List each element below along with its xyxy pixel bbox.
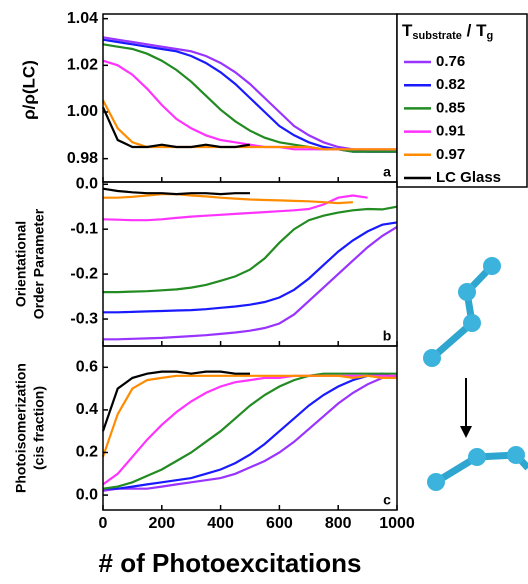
legend-title-part: / T (462, 21, 487, 40)
y-tick-label: 0.0 (76, 486, 98, 503)
molecule-bonds (429, 263, 495, 361)
data-line (103, 221, 398, 314)
atom (483, 257, 501, 275)
y-tick-label: -0.3 (70, 310, 98, 327)
legend-title-part: T (402, 21, 413, 40)
legend-box (396, 13, 528, 188)
legend-label: 0.85 (436, 99, 465, 116)
legend-label: 0.97 (436, 146, 465, 163)
y-tick-label: 0.4 (76, 401, 98, 418)
plot-frame (102, 181, 398, 347)
y-axis-label: (cis fraction) (31, 386, 47, 470)
data-line (103, 205, 398, 294)
atom (423, 349, 441, 367)
x-tick-label: 200 (148, 515, 175, 532)
molecule-bottom (427, 446, 528, 491)
y-tick-label: 1.02 (67, 57, 98, 74)
data-line (102, 374, 397, 486)
x-tick-label: 800 (325, 515, 352, 532)
legend-title: Tsubstrate / Tg (402, 21, 493, 41)
y-axis-label: Orientational (13, 221, 29, 307)
x-tick-label: 0 (99, 515, 108, 532)
x-tick-label: 400 (207, 515, 234, 532)
panel-label: a (383, 164, 391, 180)
atom (507, 446, 525, 464)
y-tick-label: -0.1 (70, 220, 98, 237)
panel-label: c (383, 492, 391, 508)
data-line (101, 106, 251, 149)
y-tick-label: 0.6 (76, 359, 98, 376)
y-tick-label: 1.04 (67, 10, 98, 27)
legend-label: 0.82 (436, 76, 465, 93)
atom (458, 283, 476, 301)
data-line (102, 376, 397, 492)
y-axis-label: ρ/ρ(LC) (19, 60, 38, 120)
atom (427, 473, 445, 491)
atom (463, 314, 481, 332)
data-line (103, 372, 398, 490)
x-tick-label: 600 (266, 515, 293, 532)
data-line (101, 370, 250, 432)
legend-label: 0.76 (436, 53, 465, 70)
data-line (102, 43, 397, 153)
data-line (102, 99, 397, 151)
legend-label: 0.91 (436, 123, 465, 140)
y-tick-label: 0.2 (76, 444, 98, 461)
y-axis-label: Order Parameter (31, 208, 47, 319)
data-line (103, 225, 398, 341)
y-tick-label: -0.2 (70, 265, 98, 282)
y-tick-label: 1.00 (67, 103, 98, 120)
atom (468, 448, 486, 466)
data-line (102, 187, 250, 196)
x-tick-label: 1000 (379, 515, 415, 532)
legend-label: LC Glass (436, 169, 501, 186)
data-line (102, 38, 397, 153)
data-line (103, 193, 353, 205)
panel-label: b (383, 328, 392, 344)
arrow-head (460, 426, 472, 438)
y-tick-label: 0.0 (76, 175, 98, 192)
data-line (102, 372, 397, 490)
plot-frame (102, 345, 398, 511)
y-axis-label: Photoisomerization (13, 363, 29, 493)
data-line (102, 59, 397, 151)
x-axis-label: # of Photoexcitations (99, 548, 362, 578)
data-line (102, 194, 368, 222)
data-line (101, 374, 397, 458)
molecule-top (423, 257, 501, 367)
legend-title-part: substrate (412, 30, 462, 42)
y-tick-label: 0.98 (67, 150, 98, 167)
legend-title-part: g (486, 30, 493, 42)
